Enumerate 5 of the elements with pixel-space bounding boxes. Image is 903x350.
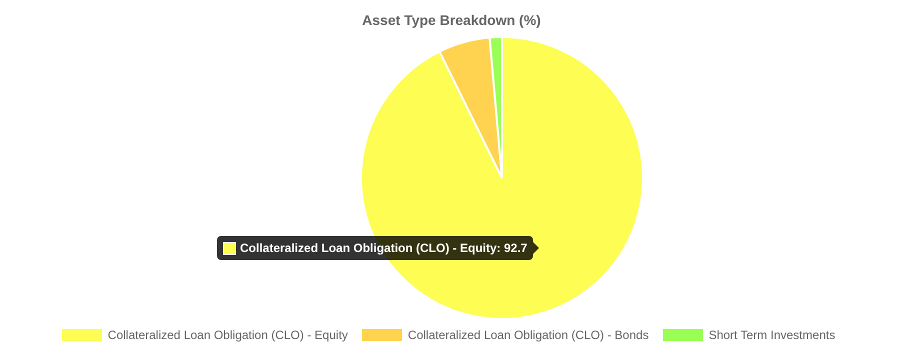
text: Collateralized Loan Obligation (CLO) - Equity: 92.7 <box>240 241 528 255</box>
legend-label: Collateralized Loan Obligation (CLO) - Equity <box>108 328 348 342</box>
legend-label: Collateralized Loan Obligation (CLO) - Bonds <box>408 328 649 342</box>
chart-title: Asset Type Breakdown (%) <box>361 12 542 28</box>
legend-label: Short Term Investments <box>708 328 836 342</box>
